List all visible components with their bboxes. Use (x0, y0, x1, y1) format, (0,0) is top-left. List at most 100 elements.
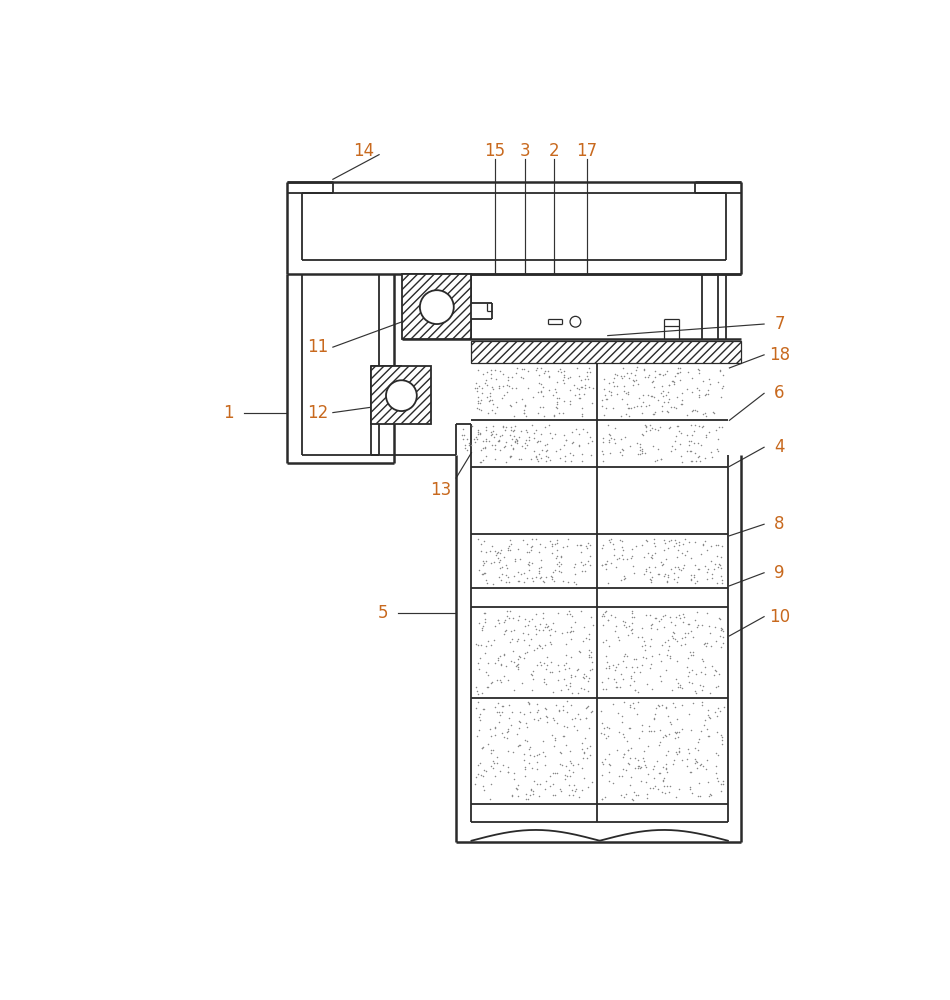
Point (707, 405, 722, 421)
Point (659, 764, 674, 780)
Point (517, 768, 532, 784)
Point (554, 556, 569, 572)
Point (539, 436, 554, 452)
Point (569, 781, 584, 797)
Point (468, 776, 484, 792)
Point (470, 422, 485, 438)
Point (487, 437, 503, 453)
Point (535, 610, 550, 626)
Point (602, 534, 618, 550)
Point (688, 417, 703, 433)
Point (492, 672, 507, 688)
Point (478, 433, 493, 449)
Point (551, 554, 566, 570)
Point (504, 653, 519, 669)
Point (652, 646, 667, 662)
Point (669, 549, 684, 565)
Point (624, 541, 639, 557)
Point (518, 618, 533, 634)
Point (553, 783, 568, 799)
Point (661, 391, 676, 407)
Point (616, 542, 631, 558)
Point (674, 425, 689, 441)
Point (659, 573, 674, 589)
Point (512, 451, 527, 467)
Point (493, 763, 508, 779)
Text: 18: 18 (769, 346, 790, 364)
Point (520, 437, 535, 453)
Point (656, 778, 672, 794)
Point (606, 671, 621, 687)
Point (699, 635, 714, 651)
Point (602, 427, 618, 443)
Point (602, 757, 618, 773)
Point (595, 392, 610, 408)
Point (685, 675, 700, 691)
Point (706, 667, 721, 683)
Point (638, 532, 654, 548)
Point (691, 435, 706, 451)
Point (714, 380, 730, 396)
Point (455, 431, 470, 447)
Point (579, 710, 594, 726)
Point (493, 656, 508, 672)
Point (646, 723, 661, 739)
Point (489, 749, 504, 765)
Point (520, 644, 535, 660)
Point (667, 374, 682, 390)
Point (601, 746, 617, 762)
Text: 10: 10 (769, 608, 790, 626)
Point (537, 619, 552, 635)
Point (614, 431, 629, 447)
Point (607, 366, 622, 382)
Point (672, 744, 687, 760)
Point (510, 612, 525, 628)
Point (538, 700, 553, 716)
Point (475, 618, 490, 634)
Point (598, 556, 614, 572)
Point (694, 682, 710, 698)
Point (504, 448, 519, 464)
Point (544, 664, 560, 680)
Point (641, 367, 656, 383)
Point (504, 369, 520, 385)
Point (681, 706, 696, 722)
Point (600, 575, 616, 591)
Point (468, 429, 484, 445)
Point (670, 569, 685, 585)
Point (661, 377, 676, 393)
Point (712, 419, 727, 435)
Point (474, 637, 489, 653)
Point (650, 441, 665, 457)
Point (563, 678, 579, 694)
Point (621, 756, 637, 772)
Point (614, 391, 629, 407)
Text: 1: 1 (223, 404, 235, 422)
Point (584, 609, 599, 625)
Point (643, 564, 658, 580)
Point (470, 637, 485, 653)
Point (484, 758, 499, 774)
Point (497, 646, 512, 662)
Point (484, 538, 500, 554)
Point (656, 388, 671, 404)
Point (605, 775, 620, 791)
Point (522, 739, 537, 755)
Point (714, 736, 730, 752)
Point (601, 658, 617, 674)
Point (585, 617, 600, 633)
Point (479, 422, 494, 438)
Point (596, 453, 611, 469)
Point (643, 723, 658, 739)
Point (553, 548, 568, 564)
Point (698, 761, 713, 777)
Point (694, 419, 710, 435)
Point (537, 363, 552, 379)
Point (545, 776, 560, 792)
Point (522, 696, 537, 712)
Point (483, 362, 498, 378)
Point (486, 429, 502, 445)
Point (665, 373, 680, 389)
Point (621, 618, 637, 634)
Point (580, 673, 596, 689)
